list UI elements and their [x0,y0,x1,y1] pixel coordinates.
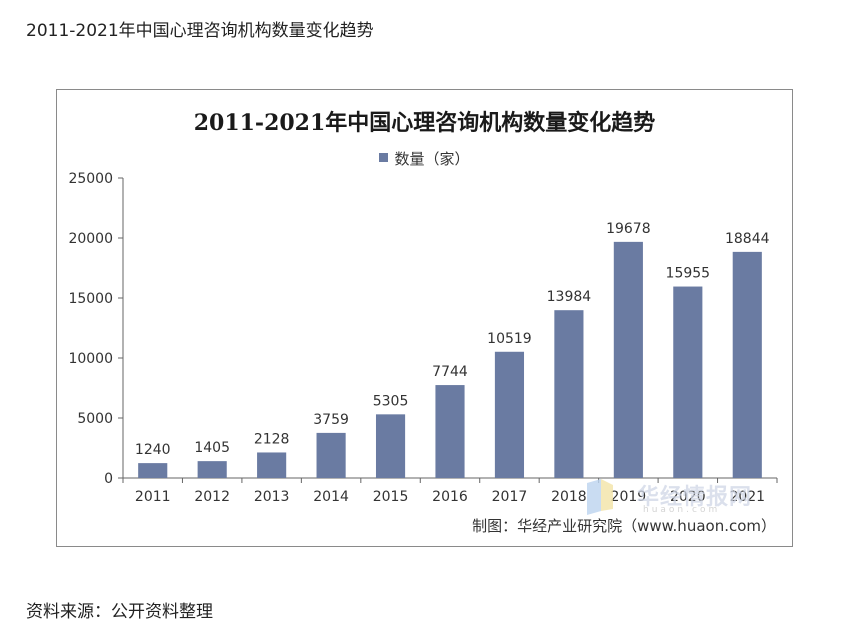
x-tick-label: 2016 [432,489,468,505]
bar-chart: 0 5000 10000 15000 20000 25000 1240 2011 1405 201… [68,171,778,505]
bar [494,351,525,478]
data-label: 10519 [487,331,532,347]
x-tick-label: 2019 [611,489,647,505]
watermark-text: 华经情报网 [637,485,753,510]
y-tick-label: 5000 [77,411,113,427]
x-tick-label: 2013 [254,489,290,505]
data-label: 18844 [725,231,770,247]
x-tick-label: 2011 [135,489,171,505]
data-label: 2128 [254,431,290,447]
page-heading: 2011-2021年中国心理咨询机构数量变化趋势 [26,21,374,41]
bar [673,286,703,478]
x-tick-label: 2020 [670,489,706,505]
bar [257,452,287,478]
watermark-subtext: huaon.com [643,505,721,515]
y-tick-label: 10000 [68,351,113,367]
data-label: 15955 [666,266,711,282]
data-label: 1405 [194,440,230,456]
bar [197,461,227,478]
bar [554,310,584,478]
x-tick-label: 2015 [373,489,409,505]
bar [138,463,168,478]
bar [613,241,643,478]
x-tick-label: 2021 [729,489,765,505]
bar [435,385,465,478]
x-tick-label: 2017 [492,489,528,505]
bar [375,414,406,478]
chart-frame: 2011-2021年中国心理咨询机构数量变化趋势 数量（家） 0 5000 1000… [56,89,793,547]
data-label: 3759 [313,412,349,428]
x-tick-label: 2014 [313,489,349,505]
data-label: 7744 [432,364,468,380]
y-tick-label: 20000 [68,231,113,247]
y-tick-label: 15000 [68,291,113,307]
data-label: 19678 [606,221,651,237]
y-tick-label: 25000 [68,171,113,187]
y-tick-label: 0 [104,471,113,487]
x-tick-label: 2012 [194,489,230,505]
chart-credit: 制图：华经产业研究院（www.huaon.com） [472,517,776,535]
watermark-logo-icon [587,479,613,515]
legend-label: 数量（家） [394,150,470,168]
x-tick-label: 2018 [551,489,587,505]
bar [316,432,346,478]
chart-title: 2011-2021年中国心理咨询机构数量变化趋势 [193,110,656,136]
data-label: 5305 [373,393,409,409]
source-note: 资料来源：公开资料整理 [26,602,213,622]
data-label: 1240 [135,442,171,458]
watermark: 华经情报网 huaon.com [587,477,777,517]
data-label: 13984 [547,289,592,305]
bar [732,251,762,478]
legend-swatch [379,153,389,162]
chart-legend: 数量（家） [57,148,792,169]
